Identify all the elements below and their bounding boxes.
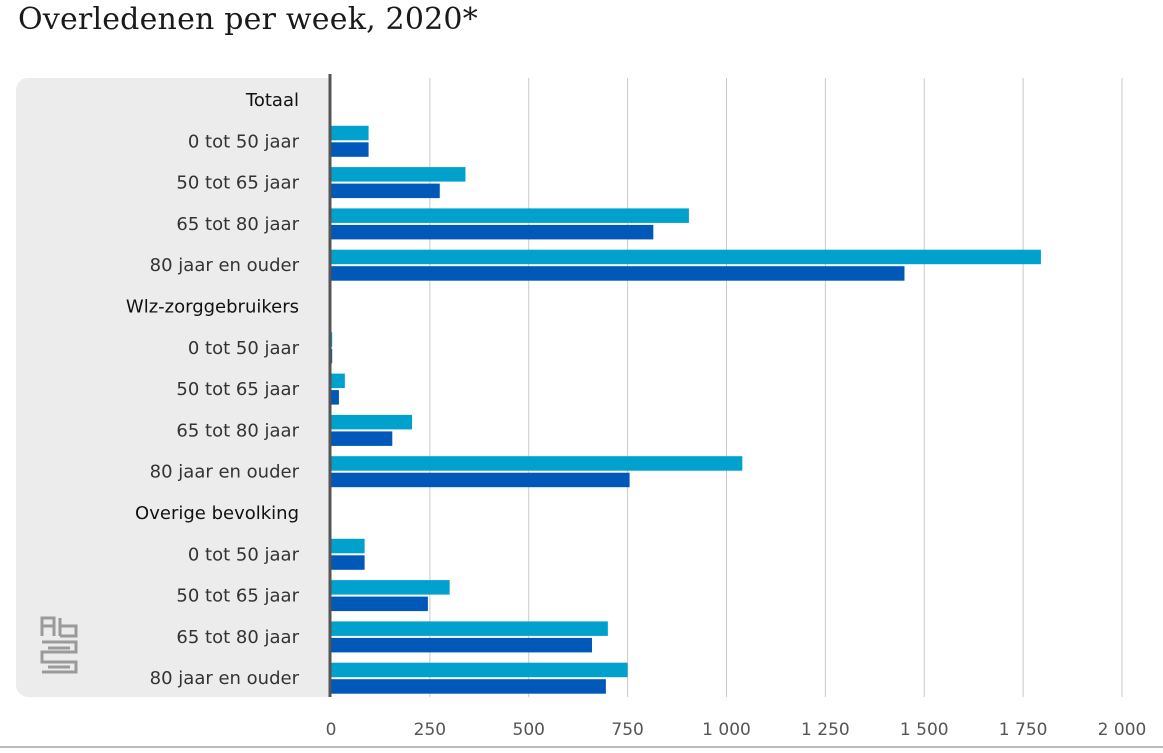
bar-series2 [331, 266, 905, 281]
bar-series2 [331, 183, 440, 199]
bar-series1 [331, 414, 413, 430]
bar-series2 [331, 142, 369, 157]
x-tick-label: 750 [611, 720, 643, 740]
bar-series2 [331, 555, 365, 570]
x-tick-label: 1 500 [900, 720, 949, 740]
bar-series1 [331, 125, 369, 141]
bar-series1 [331, 538, 365, 554]
x-tick-label: 1 750 [999, 720, 1048, 740]
x-tick-label: 1 250 [801, 720, 850, 740]
category-label: 80 jaar en ouder [150, 668, 300, 689]
bar-series2 [331, 390, 339, 405]
bar-series1 [331, 167, 466, 182]
x-tick-label: 1 000 [702, 720, 751, 740]
category-label: 50 tot 65 jaar [176, 379, 299, 400]
x-tick-label: 2 000 [1098, 720, 1147, 740]
category-label: 65 tot 80 jaar [176, 420, 299, 441]
category-label: 0 tot 50 jaar [188, 131, 300, 152]
bar-series1 [331, 621, 608, 636]
category-label: 50 tot 65 jaar [176, 586, 299, 607]
bar-series1 [331, 332, 333, 347]
bar-series2 [331, 596, 428, 612]
bar-series2 [331, 431, 393, 446]
category-label: 80 jaar en ouder [150, 462, 300, 483]
category-label: 0 tot 50 jaar [188, 338, 300, 359]
bar-series2 [331, 679, 606, 694]
bar-series2 [331, 224, 654, 240]
x-tick-label: 0 [326, 720, 337, 740]
group-label: Wlz-zorggebruikers [126, 297, 299, 318]
cbs-logo-icon [40, 616, 78, 674]
bar-series1 [331, 580, 450, 595]
bar-series2 [331, 637, 593, 653]
category-label: 50 tot 65 jaar [176, 173, 299, 194]
bar-series1 [331, 662, 628, 678]
chart-title: Overledenen per week, 2020* [18, 2, 478, 37]
group-label: Totaal [245, 90, 299, 111]
bar-series2 [331, 472, 630, 488]
group-label: Overige bevolking [135, 503, 299, 524]
category-label: 80 jaar en ouder [150, 255, 300, 276]
bar-series1 [331, 208, 689, 223]
category-label: 65 tot 80 jaar [176, 214, 299, 235]
bar-series1 [331, 456, 743, 471]
x-tick-label: 500 [513, 720, 545, 740]
label-panel [16, 78, 330, 697]
x-tick-label: 250 [414, 720, 446, 740]
bar-series2 [331, 348, 333, 364]
bottom-rule [0, 746, 1163, 748]
bar-series1 [331, 373, 345, 389]
category-label: 0 tot 50 jaar [188, 544, 300, 565]
bar-series1 [331, 249, 1041, 265]
category-label: 65 tot 80 jaar [176, 627, 299, 648]
